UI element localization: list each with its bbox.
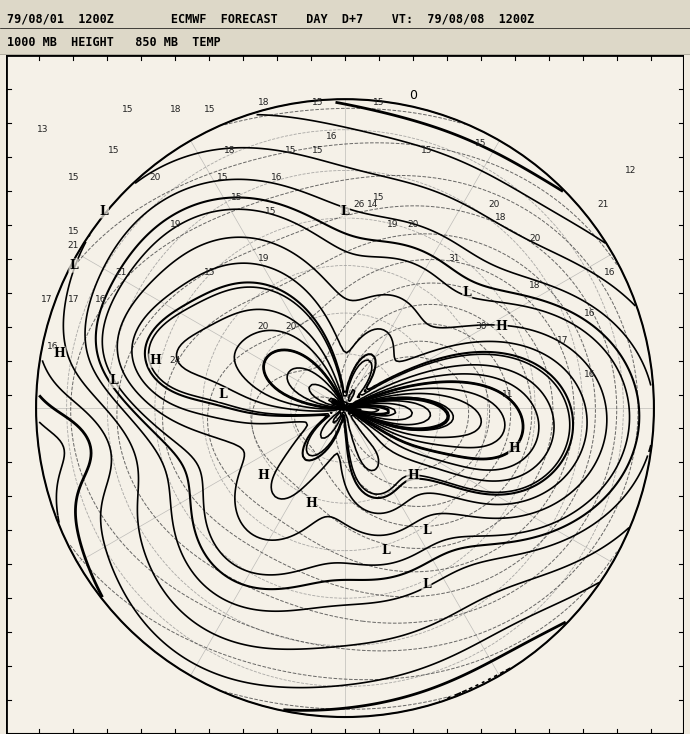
Text: L: L xyxy=(69,259,78,272)
Text: 30: 30 xyxy=(475,322,486,331)
Text: 15: 15 xyxy=(373,98,385,107)
Text: 16: 16 xyxy=(271,172,283,182)
Text: L: L xyxy=(99,205,108,218)
Text: 15: 15 xyxy=(217,172,228,182)
Text: 20: 20 xyxy=(285,322,297,331)
Text: 21: 21 xyxy=(68,241,79,250)
Text: 15: 15 xyxy=(122,105,133,114)
Text: 19: 19 xyxy=(387,220,398,229)
Text: 17: 17 xyxy=(557,335,568,345)
Text: 16: 16 xyxy=(48,343,59,352)
Text: L: L xyxy=(219,388,227,401)
Text: 15: 15 xyxy=(475,139,486,148)
Text: 18: 18 xyxy=(170,105,181,114)
Text: 18: 18 xyxy=(224,145,235,155)
Text: 11: 11 xyxy=(502,390,513,399)
Text: 15: 15 xyxy=(421,145,432,155)
Text: 15: 15 xyxy=(108,145,120,155)
Text: 31: 31 xyxy=(448,254,460,264)
Text: L: L xyxy=(382,544,390,557)
Text: 16: 16 xyxy=(584,308,595,318)
Text: 15: 15 xyxy=(68,172,79,182)
Text: H: H xyxy=(495,320,507,333)
Text: 26: 26 xyxy=(353,200,364,209)
Text: 15: 15 xyxy=(68,227,79,236)
Text: 12: 12 xyxy=(624,166,636,175)
Text: L: L xyxy=(341,205,349,218)
Text: 20: 20 xyxy=(407,220,419,229)
Text: 20: 20 xyxy=(149,172,161,182)
Text: 15: 15 xyxy=(204,268,215,277)
Text: 18: 18 xyxy=(258,98,269,107)
Text: 19: 19 xyxy=(258,254,269,264)
Text: 20: 20 xyxy=(258,322,269,331)
Text: 24: 24 xyxy=(170,356,181,365)
Text: 21: 21 xyxy=(598,200,609,209)
Text: H: H xyxy=(509,443,521,455)
Text: 15: 15 xyxy=(312,98,324,107)
Text: H: H xyxy=(257,470,270,482)
Text: 14: 14 xyxy=(366,200,378,209)
Text: L: L xyxy=(422,524,431,537)
Text: 16: 16 xyxy=(95,295,106,304)
Text: 0: 0 xyxy=(409,90,417,102)
Text: 1000 MB  HEIGHT   850 MB  TEMP: 1000 MB HEIGHT 850 MB TEMP xyxy=(7,36,221,48)
Text: 18: 18 xyxy=(529,281,541,291)
Text: 15: 15 xyxy=(264,207,276,216)
Text: 19: 19 xyxy=(339,207,351,216)
Text: 79/08/01  1200Z        ECMWF  FORECAST    DAY  D+7    VT:  79/08/08  1200Z: 79/08/01 1200Z ECMWF FORECAST DAY D+7 VT… xyxy=(7,12,534,25)
Text: 16: 16 xyxy=(326,132,337,141)
Text: 18: 18 xyxy=(495,214,507,222)
Text: L: L xyxy=(422,578,431,591)
Text: L: L xyxy=(110,374,119,388)
Text: 21: 21 xyxy=(115,268,127,277)
Text: 15: 15 xyxy=(285,145,297,155)
Text: L: L xyxy=(463,286,471,299)
Text: 19: 19 xyxy=(170,220,181,229)
Text: 15: 15 xyxy=(312,145,324,155)
Text: H: H xyxy=(149,354,161,367)
Text: H: H xyxy=(407,470,419,482)
Text: 16: 16 xyxy=(604,268,615,277)
Text: 17: 17 xyxy=(41,295,52,304)
Text: 20: 20 xyxy=(489,200,500,209)
Text: H: H xyxy=(54,347,66,360)
Text: 15: 15 xyxy=(373,193,385,202)
Text: 13: 13 xyxy=(37,126,48,134)
Text: H: H xyxy=(305,497,317,509)
Text: 16: 16 xyxy=(584,370,595,379)
Text: 17: 17 xyxy=(68,295,79,304)
Text: 20: 20 xyxy=(529,234,541,243)
Text: 15: 15 xyxy=(204,105,215,114)
Text: 15: 15 xyxy=(230,193,242,202)
